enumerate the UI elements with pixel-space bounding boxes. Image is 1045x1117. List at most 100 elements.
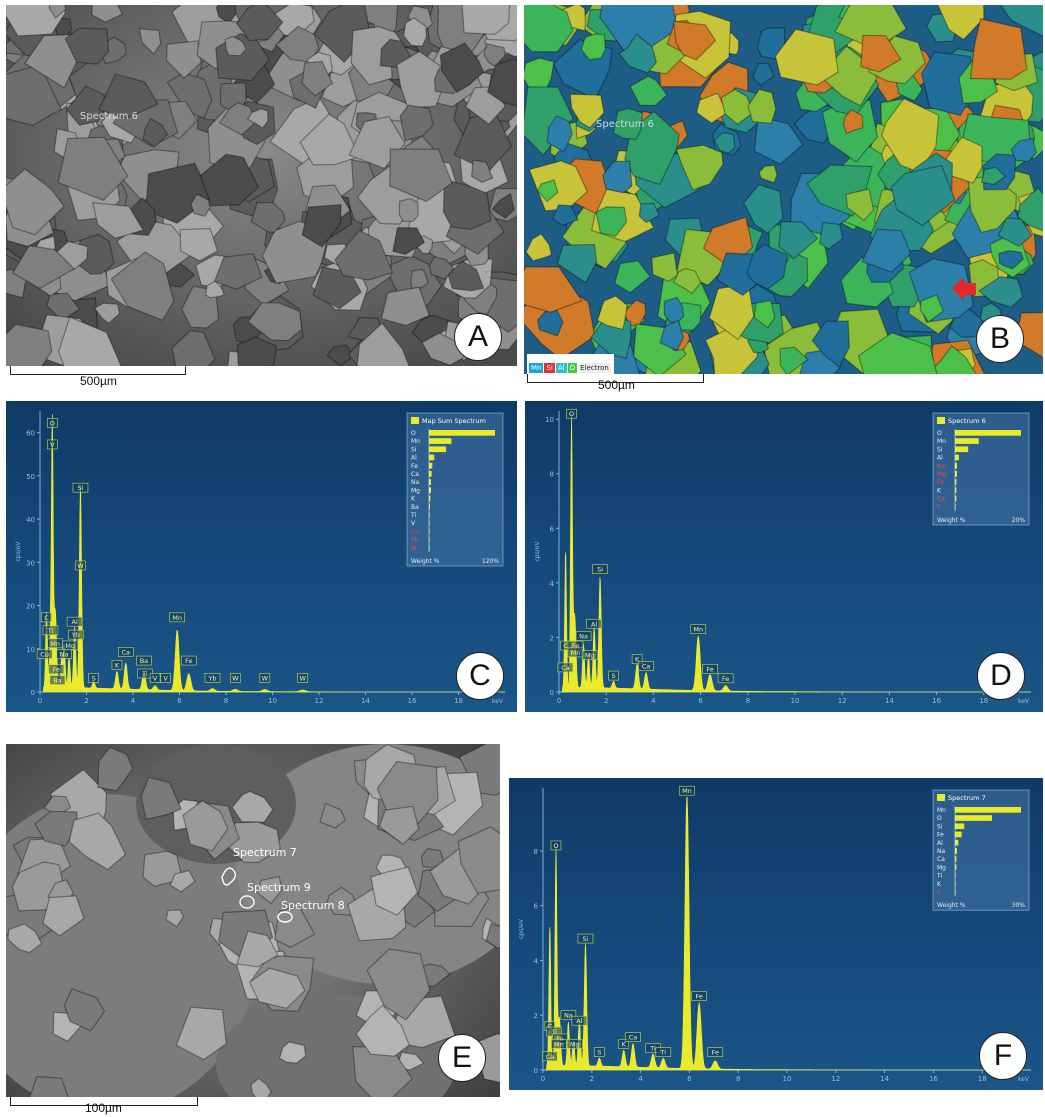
rock-grain	[458, 744, 500, 796]
rock-grain	[218, 102, 258, 136]
element-label-box	[41, 612, 52, 623]
rock-grain	[11, 244, 75, 290]
rock-grain	[747, 88, 777, 125]
rock-grain	[980, 166, 1007, 186]
inset-element-label: O	[411, 430, 416, 437]
rock-grain	[274, 25, 320, 63]
x-tick-label: 10	[783, 1075, 792, 1083]
rock-grain	[140, 776, 182, 820]
rock-grain	[355, 1004, 411, 1057]
rock-grain	[142, 117, 169, 148]
element-label: C	[563, 642, 568, 650]
inset-element-label: Ti	[410, 512, 416, 519]
element-label: Si	[582, 935, 588, 943]
inset-bar	[955, 889, 956, 895]
rock-grain	[999, 5, 1043, 37]
element-label: S	[597, 1049, 601, 1057]
element-label-box	[608, 670, 619, 681]
element-label-box	[117, 647, 134, 657]
element-label: Fe	[53, 666, 60, 674]
rock-grain	[860, 34, 902, 73]
legend-al: Al	[555, 363, 567, 373]
rock-grain	[945, 136, 983, 184]
rock-grain	[659, 319, 685, 352]
x-tick-label: 16	[932, 697, 941, 705]
element-label-box	[586, 618, 602, 629]
rock-grain	[524, 5, 574, 53]
element-label-box	[88, 673, 100, 683]
inset-bar	[429, 544, 430, 551]
inset-element-label: Mg	[937, 864, 946, 871]
rock-grain	[638, 202, 660, 224]
x-tick-label: 12	[315, 697, 324, 705]
inset-bar	[955, 807, 1021, 813]
rock-grain	[1010, 137, 1037, 163]
inset-element-label: Cu	[411, 528, 419, 535]
rock-grain	[171, 330, 216, 366]
x-tick-label: 10	[791, 697, 800, 705]
x-tick-label: 4	[651, 697, 656, 705]
x-tick-label: 14	[880, 1075, 889, 1083]
element-label-box	[566, 1039, 583, 1049]
rock-grain	[720, 88, 755, 126]
x-tick-label: 0	[557, 697, 561, 705]
element-label: O	[50, 419, 55, 427]
y-tick-label: 4	[550, 580, 555, 588]
element-label: S	[611, 672, 615, 680]
y-tick-label: 20	[26, 603, 35, 611]
inset-element-label: O	[937, 430, 942, 437]
inset-bar	[429, 446, 447, 453]
x-tick-label: 18	[979, 697, 988, 705]
inset-footer-right: 120%	[482, 558, 499, 565]
rock-grain	[811, 320, 850, 369]
element-label: Ca	[546, 1053, 555, 1061]
spectrum-7-outline	[221, 867, 237, 886]
element-label: W	[300, 674, 307, 682]
inset-bar	[955, 856, 957, 862]
inset-element-label: Fe	[937, 479, 944, 486]
element-label: Fe	[722, 675, 729, 683]
spectrum-9-label: Spectrum 9	[247, 881, 311, 894]
inset-element-label: Si	[937, 823, 943, 830]
element-label: C	[44, 614, 49, 622]
panel-letter-a: A	[454, 313, 502, 361]
spectrum-6-label-a: Spectrum 6	[80, 111, 138, 122]
element-label: Na	[579, 633, 588, 641]
element-label: Fe	[712, 1049, 719, 1057]
inset-bar	[429, 479, 431, 485]
inset-swatch	[411, 417, 419, 424]
rock-grain	[213, 253, 263, 290]
element-label-box	[149, 673, 161, 683]
element-label: Mn	[172, 614, 182, 622]
rock-grain	[651, 252, 679, 283]
spectrum-plot: 0 10 20 30 40 50 60 0 2 4 6 8 10 12 14 16 18 keV cps/eV O V S…	[15, 411, 505, 705]
panel-letter-f: F	[979, 1032, 1027, 1080]
rock-grain	[273, 905, 316, 948]
inset-element-label: Na	[937, 848, 945, 855]
element-label: Mg	[570, 1040, 580, 1048]
element-label-box	[638, 661, 654, 671]
panel-letter-b: B	[976, 315, 1024, 363]
rock-grain	[618, 33, 657, 74]
y-tick-label: 6	[550, 525, 555, 533]
element-label-box	[230, 673, 241, 683]
y-tick-label: 10	[26, 646, 35, 654]
inset-bar	[955, 839, 959, 846]
element-label: Ba	[140, 657, 148, 665]
inset-element-label: Si	[411, 446, 417, 453]
inset-element-label: Fe	[411, 463, 418, 470]
x-tick-label: 16	[929, 1075, 938, 1083]
element-label: Na	[564, 1012, 573, 1020]
rock-grain	[967, 175, 1018, 234]
x-tick-label: 6	[698, 697, 703, 705]
element-label-box	[160, 673, 171, 683]
spectrum-chart-c: 0 10 20 30 40 50 60 0 2 4 6 8 10 12 14 16 18 keV cps/eV O V S…	[6, 401, 517, 712]
inset-footer-left: Weight %	[937, 517, 966, 524]
rock-grain	[595, 206, 628, 237]
y-tick-label: 0	[550, 689, 554, 697]
rock-grain	[483, 42, 506, 68]
element-label-box	[618, 1039, 630, 1049]
x-tick-label: 14	[885, 697, 894, 705]
